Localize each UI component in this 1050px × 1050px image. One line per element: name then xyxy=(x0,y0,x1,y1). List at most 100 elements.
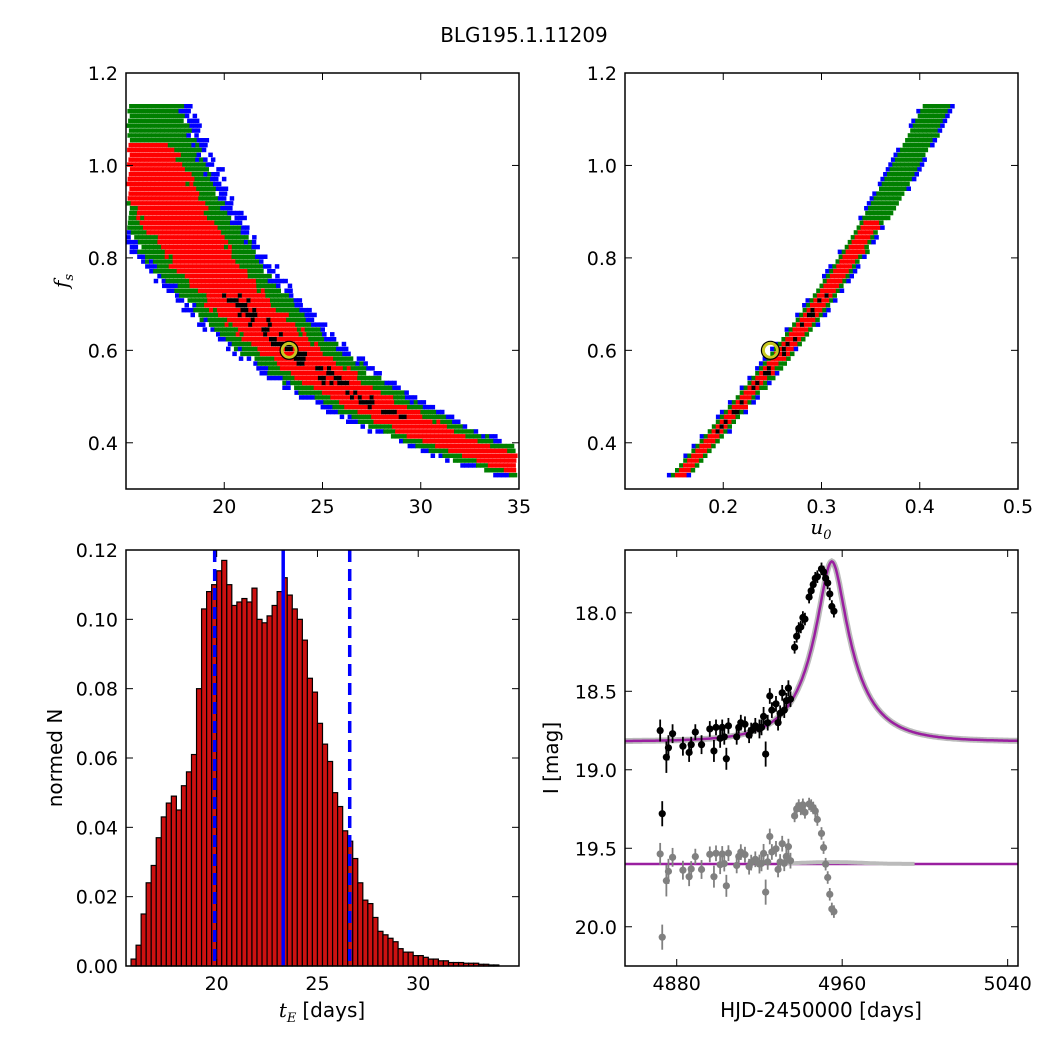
density-cell xyxy=(164,249,170,255)
density-cell xyxy=(897,167,902,172)
density-cell xyxy=(267,332,272,337)
density-cell xyxy=(495,463,501,468)
density-cell xyxy=(333,409,339,415)
density-cell xyxy=(231,244,237,250)
data-point xyxy=(664,744,673,752)
density-cell xyxy=(214,293,219,298)
density-cell xyxy=(376,380,382,386)
density-cell xyxy=(414,438,420,444)
density-cell xyxy=(739,404,745,410)
density-cell xyxy=(743,390,749,395)
density-cell xyxy=(350,400,356,405)
density-cell xyxy=(683,463,688,468)
density-cell xyxy=(488,458,493,463)
density-cell xyxy=(872,191,877,196)
density-cell xyxy=(329,341,335,347)
density-cell xyxy=(132,172,138,177)
density-cell xyxy=(259,351,265,357)
density-cell xyxy=(358,366,363,371)
density-cell xyxy=(215,254,221,259)
density-cell xyxy=(308,327,314,332)
density-cell xyxy=(320,361,325,366)
density-cell xyxy=(208,249,213,255)
density-cell xyxy=(313,380,319,386)
density-cell xyxy=(152,254,158,259)
density-cell xyxy=(296,327,302,332)
x-axis-label-te-subscript: E xyxy=(286,1011,297,1026)
density-cell xyxy=(350,395,355,400)
density-cell xyxy=(476,458,481,463)
density-cell xyxy=(135,220,141,225)
density-cell xyxy=(136,142,141,148)
density-cell xyxy=(176,152,182,158)
density-cell xyxy=(259,259,264,264)
density-cell xyxy=(814,312,820,318)
density-cell xyxy=(218,191,224,196)
density-cell xyxy=(442,438,447,444)
density-cell xyxy=(189,230,195,235)
density-cell xyxy=(277,312,282,318)
density-cell xyxy=(477,438,483,444)
density-cell xyxy=(152,172,157,177)
density-cell xyxy=(456,458,462,463)
density-cell xyxy=(191,142,196,148)
density-cell xyxy=(845,273,851,279)
density-cell xyxy=(683,453,688,458)
density-cell xyxy=(828,264,833,269)
density-cell xyxy=(223,186,229,191)
density-cell xyxy=(418,404,424,410)
density-cell xyxy=(438,434,443,439)
density-cell xyxy=(377,419,382,424)
density-cell xyxy=(400,409,406,415)
density-cell xyxy=(306,375,311,381)
density-cell xyxy=(278,303,284,308)
density-cell xyxy=(169,167,174,172)
density-cell xyxy=(153,186,158,191)
density-cell xyxy=(158,230,163,235)
density-cell xyxy=(841,249,847,255)
density-cell xyxy=(950,104,955,109)
density-cell xyxy=(142,201,147,206)
density-cell xyxy=(317,390,323,395)
density-cell xyxy=(291,366,297,371)
density-cell xyxy=(129,210,134,216)
density-cell xyxy=(199,191,204,196)
histogram-bar xyxy=(185,771,193,967)
density-cell xyxy=(184,259,189,264)
density-cell xyxy=(286,375,291,381)
density-cell xyxy=(375,404,381,410)
density-cell xyxy=(270,298,275,303)
y-axis-label-normed-n: normed N xyxy=(43,709,67,808)
residual-point xyxy=(772,845,780,853)
density-cell xyxy=(885,181,891,187)
density-cell xyxy=(321,356,326,361)
data-point xyxy=(791,643,799,651)
density-cell xyxy=(161,273,166,279)
density-cell xyxy=(175,293,180,298)
density-cell xyxy=(770,346,775,352)
density-cell xyxy=(811,312,816,318)
density-cell xyxy=(299,322,304,327)
density-cell xyxy=(149,249,154,255)
density-cell xyxy=(260,322,265,327)
density-cell xyxy=(207,317,212,323)
density-cell xyxy=(153,167,158,172)
density-cell xyxy=(763,385,768,390)
density-cell xyxy=(316,346,321,352)
density-cell xyxy=(199,298,204,303)
density-cell xyxy=(479,463,485,468)
density-cell xyxy=(206,220,211,225)
density-cell xyxy=(205,283,210,289)
density-cell xyxy=(298,375,303,381)
density-cell xyxy=(467,448,473,454)
density-cell xyxy=(209,181,214,187)
density-cell xyxy=(452,458,458,463)
density-cell xyxy=(276,288,281,293)
density-cell xyxy=(216,244,221,250)
density-cell xyxy=(178,162,183,167)
density-cell xyxy=(919,147,925,153)
density-cell xyxy=(839,283,844,289)
density-cell xyxy=(170,162,175,167)
density-cell xyxy=(321,380,327,386)
density-cell xyxy=(675,468,680,473)
